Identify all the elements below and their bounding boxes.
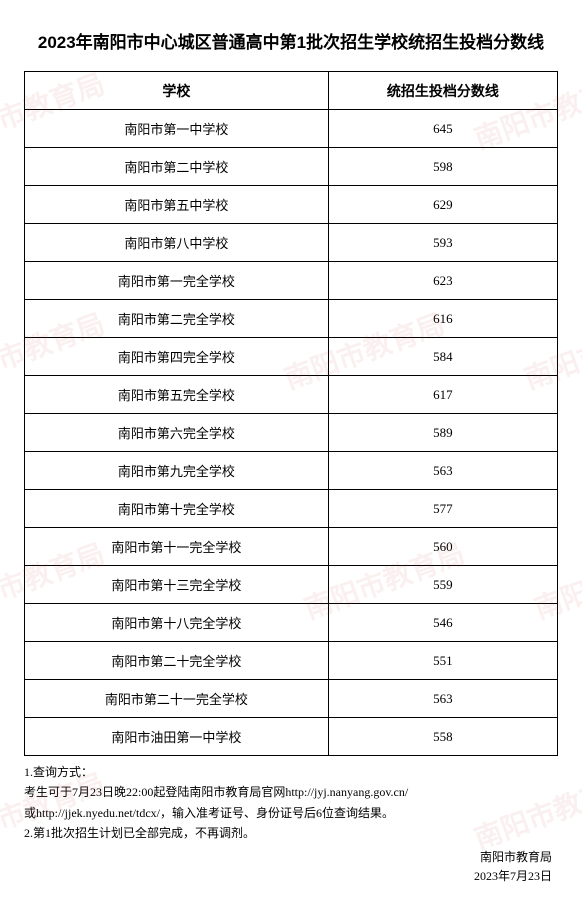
cell-school: 南阳市第十一完全学校 [25,528,329,566]
cell-school: 南阳市第五中学校 [25,186,329,224]
table-row: 南阳市第一完全学校623 [25,262,558,300]
cell-score: 598 [328,148,557,186]
cell-school: 南阳市第十三完全学校 [25,566,329,604]
cell-score: 546 [328,604,557,642]
cell-school: 南阳市第二完全学校 [25,300,329,338]
cell-score: 563 [328,680,557,718]
document-page: 2023年南阳市中心城区普通高中第1批次招生学校统招生投档分数线 学校 统招生投… [0,0,582,898]
note-line: 1.查询方式： [24,762,558,782]
table-row: 南阳市第二完全学校616 [25,300,558,338]
cell-school: 南阳市第十八完全学校 [25,604,329,642]
table-row: 南阳市第八中学校593 [25,224,558,262]
table-row: 南阳市第九完全学校563 [25,452,558,490]
table-row: 南阳市第二十一完全学校563 [25,680,558,718]
notes-block: 1.查询方式： 考生可于7月23日晚22:00起登陆南阳市教育局官网http:/… [24,762,558,844]
table-row: 南阳市第一中学校645 [25,110,558,148]
table-row: 南阳市第十完全学校577 [25,490,558,528]
cell-school: 南阳市第四完全学校 [25,338,329,376]
cell-score: 584 [328,338,557,376]
score-table: 学校 统招生投档分数线 南阳市第一中学校645南阳市第二中学校598南阳市第五中… [24,71,558,756]
cell-school: 南阳市第二十一完全学校 [25,680,329,718]
cell-score: 558 [328,718,557,756]
header-score: 统招生投档分数线 [328,72,557,110]
cell-score: 593 [328,224,557,262]
signature-block: 南阳市教育局 2023年7月23日 [24,848,558,886]
cell-score: 645 [328,110,557,148]
cell-school: 南阳市第二十完全学校 [25,642,329,680]
cell-score: 623 [328,262,557,300]
cell-school: 南阳市第二中学校 [25,148,329,186]
signature-org: 南阳市教育局 [24,848,552,867]
cell-score: 559 [328,566,557,604]
header-school: 学校 [25,72,329,110]
cell-score: 617 [328,376,557,414]
cell-school: 南阳市第八中学校 [25,224,329,262]
table-row: 南阳市第六完全学校589 [25,414,558,452]
cell-score: 589 [328,414,557,452]
cell-school: 南阳市第六完全学校 [25,414,329,452]
cell-score: 560 [328,528,557,566]
table-row: 南阳市第五中学校629 [25,186,558,224]
cell-score: 577 [328,490,557,528]
table-row: 南阳市第十一完全学校560 [25,528,558,566]
note-line: 考生可于7月23日晚22:00起登陆南阳市教育局官网http://jyj.nan… [24,782,558,802]
page-title: 2023年南阳市中心城区普通高中第1批次招生学校统招生投档分数线 [24,28,558,53]
cell-score: 563 [328,452,557,490]
signature-date: 2023年7月23日 [24,867,552,886]
table-header-row: 学校 统招生投档分数线 [25,72,558,110]
cell-score: 629 [328,186,557,224]
cell-school: 南阳市第五完全学校 [25,376,329,414]
table-row: 南阳市第十八完全学校546 [25,604,558,642]
note-line: 2.第1批次招生计划已全部完成，不再调剂。 [24,823,558,843]
cell-school: 南阳市第一中学校 [25,110,329,148]
table-row: 南阳市第四完全学校584 [25,338,558,376]
cell-school: 南阳市油田第一中学校 [25,718,329,756]
table-row: 南阳市第十三完全学校559 [25,566,558,604]
table-row: 南阳市第二中学校598 [25,148,558,186]
cell-school: 南阳市第九完全学校 [25,452,329,490]
cell-school: 南阳市第一完全学校 [25,262,329,300]
cell-school: 南阳市第十完全学校 [25,490,329,528]
table-row: 南阳市第二十完全学校551 [25,642,558,680]
table-row: 南阳市第五完全学校617 [25,376,558,414]
note-line: 或http://jjek.nyedu.net/tdcx/，输入准考证号、身份证号… [24,803,558,823]
cell-score: 616 [328,300,557,338]
table-row: 南阳市油田第一中学校558 [25,718,558,756]
cell-score: 551 [328,642,557,680]
